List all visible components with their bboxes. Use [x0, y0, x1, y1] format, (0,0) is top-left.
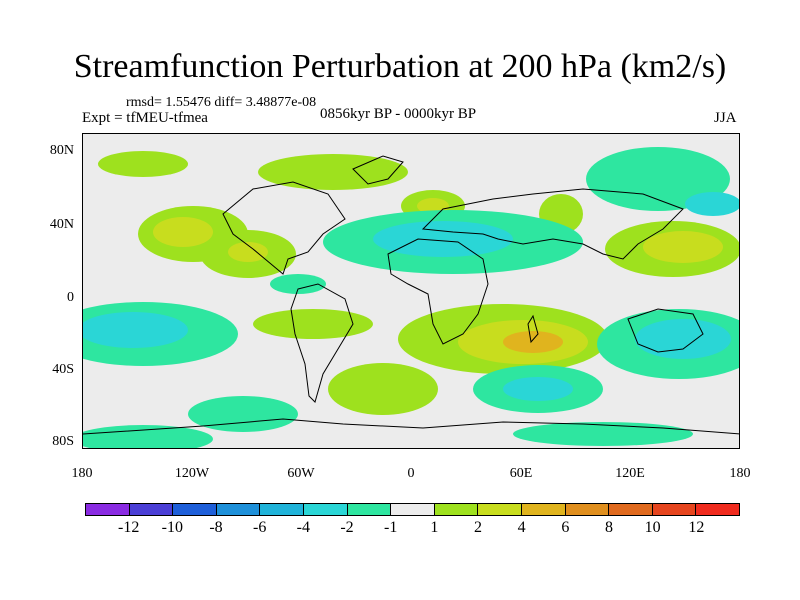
experiment-label: Expt = tfMEU-tfmea — [82, 110, 208, 126]
colorbar-label: 12 — [688, 519, 705, 536]
anomaly-neg — [503, 377, 573, 401]
colorbar-label: -8 — [209, 519, 223, 536]
anomaly-pos — [98, 151, 188, 177]
colorbar-label: 10 — [644, 519, 661, 536]
colorbar-swatch — [173, 504, 217, 515]
colorbar-swatch — [303, 504, 348, 515]
lat-label: 40N — [49, 217, 74, 232]
anomaly-pos — [417, 198, 449, 214]
lon-label: 120W — [174, 466, 210, 481]
colorbar-label: 8 — [605, 519, 613, 536]
anomaly-pos — [253, 309, 373, 339]
colorbar-label: -10 — [161, 519, 183, 536]
anomaly-pos — [328, 363, 438, 415]
rmsd-diff-text: rmsd= 1.55476 diff= 3.48877e-08 — [126, 95, 317, 110]
colorbar-swatch — [478, 504, 522, 515]
colorbar-swatch — [347, 504, 392, 515]
colorbar-label: -1 — [383, 519, 398, 536]
lon-label: 120E — [615, 466, 645, 481]
anomaly-pos — [503, 331, 563, 353]
colorbar-label: -2 — [340, 519, 354, 536]
anomaly-neg — [635, 319, 731, 359]
lat-label: 80N — [49, 143, 74, 158]
anomaly-pos — [228, 242, 268, 262]
colorbar-swatch — [565, 504, 610, 515]
colorbar-swatch — [609, 504, 653, 515]
colorbar-label: 6 — [561, 519, 570, 536]
colorbar — [85, 503, 740, 516]
colorbar-label: 1 — [430, 519, 439, 536]
anomaly-neg — [188, 396, 298, 432]
lon-label: 60E — [509, 466, 533, 481]
colorbar-swatch — [391, 504, 435, 515]
colorbar-label: -4 — [296, 519, 310, 536]
lon-label: 180 — [71, 466, 93, 481]
lat-label: 80S — [52, 434, 74, 449]
anomaly-neg — [373, 221, 513, 257]
period-label: 0856kyr BP - 0000kyr BP — [320, 106, 477, 122]
lon-label: 60W — [287, 466, 315, 481]
colorbar-swatch — [652, 504, 697, 515]
colorbar-label: -12 — [117, 519, 140, 536]
map-canvas — [83, 147, 739, 448]
colorbar-swatch — [86, 504, 130, 515]
colorbar-swatch — [696, 504, 739, 515]
colorbar-swatch — [260, 504, 304, 515]
colorbar-label: 4 — [517, 519, 526, 536]
anomaly-neg — [685, 192, 739, 216]
lat-label: 40S — [52, 362, 74, 377]
coastlines — [83, 155, 739, 435]
anomaly-neg — [513, 422, 693, 446]
anomaly-neg — [83, 425, 213, 448]
anomaly-pos — [258, 154, 408, 190]
lon-label: 0 — [407, 466, 415, 481]
plot-title: Streamfunction Perturbation at 200 hPa (… — [73, 48, 727, 85]
anomaly-neg — [586, 147, 730, 211]
lat-label: 0 — [67, 290, 74, 305]
colorbar-label: -6 — [252, 519, 267, 536]
anomaly-neg — [270, 274, 326, 294]
anomaly-neg — [83, 312, 188, 348]
season-label: JJA — [714, 110, 737, 126]
colorbar-label: 2 — [474, 519, 482, 536]
anomaly-pos — [153, 217, 213, 247]
colorbar-swatch — [521, 504, 566, 515]
colorbar-swatch — [129, 504, 174, 515]
map-panel — [82, 133, 740, 449]
colorbar-swatch — [434, 504, 479, 515]
anomaly-pos — [643, 231, 723, 263]
colorbar-swatch — [216, 504, 261, 515]
lon-label: 180 — [729, 466, 751, 481]
